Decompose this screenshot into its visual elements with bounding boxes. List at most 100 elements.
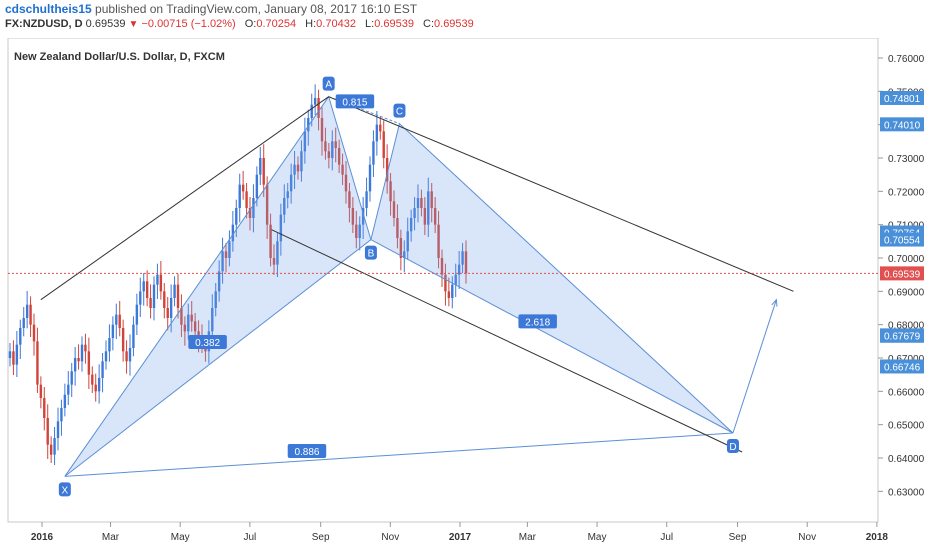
candle-body bbox=[211, 308, 214, 332]
candle-body bbox=[444, 274, 447, 292]
point-label-box[interactable] bbox=[393, 103, 406, 118]
candle-body bbox=[163, 291, 166, 308]
candle-body bbox=[142, 281, 145, 292]
point-label-box[interactable] bbox=[58, 482, 71, 497]
low-value: 0.69539 bbox=[374, 18, 414, 30]
x-tick-label: Nov bbox=[798, 532, 816, 543]
x-tick-label: 2017 bbox=[449, 532, 472, 543]
open-label: O: bbox=[244, 18, 257, 30]
plot-frame bbox=[7, 37, 879, 523]
candle-body bbox=[265, 184, 269, 225]
ratio-label-box[interactable] bbox=[188, 335, 227, 349]
candle-body bbox=[84, 344, 87, 352]
y-tick-label: 0.68000 bbox=[888, 321, 925, 332]
candle-body bbox=[60, 408, 63, 422]
point-label-box[interactable] bbox=[364, 245, 377, 260]
close-value: 0.69539 bbox=[434, 18, 474, 30]
candle-body bbox=[73, 358, 77, 372]
candle-body bbox=[22, 318, 25, 328]
x-tick-label: Jul bbox=[660, 532, 673, 543]
candle-body bbox=[341, 164, 344, 175]
candle-body bbox=[152, 284, 156, 308]
candle-body bbox=[80, 344, 84, 362]
y-tick-label: 0.72000 bbox=[888, 187, 925, 198]
candle-body bbox=[331, 141, 334, 158]
price-tag-label: 0.69539 bbox=[884, 269, 921, 280]
candle-body bbox=[145, 281, 149, 298]
x-tick-label: Nov bbox=[381, 532, 399, 543]
price-change: −0.00715 (−1.02%) bbox=[141, 18, 236, 30]
candle-body bbox=[413, 208, 416, 218]
candle-body bbox=[344, 174, 348, 192]
author-name[interactable]: cdschultheis15 bbox=[5, 2, 92, 16]
candle-body bbox=[63, 394, 67, 408]
xab-triangle[interactable] bbox=[64, 95, 372, 477]
candle-body bbox=[396, 218, 399, 238]
trend-line[interactable] bbox=[40, 96, 329, 301]
projection-arrow[interactable] bbox=[732, 299, 777, 434]
candle-body bbox=[269, 224, 272, 258]
candle-body bbox=[259, 158, 262, 175]
candle-body bbox=[156, 274, 159, 285]
candle-body bbox=[180, 308, 183, 325]
ratio-label: 0.382 bbox=[195, 338, 220, 349]
ratio-label-box[interactable] bbox=[287, 444, 327, 458]
candle-body bbox=[166, 308, 169, 318]
open-value: 0.70254 bbox=[256, 18, 297, 30]
candle-body bbox=[77, 358, 80, 362]
chart-title: New Zealand Dollar/U.S. Dollar, D, FXCM bbox=[14, 51, 225, 63]
point-label: D bbox=[729, 442, 736, 453]
bcd-triangle[interactable] bbox=[370, 122, 734, 434]
y-tick-label: 0.66000 bbox=[888, 387, 925, 398]
candle-body bbox=[355, 224, 358, 238]
low-label: L: bbox=[365, 18, 375, 30]
symbol-label: FX:NZDUSD, D bbox=[5, 18, 83, 30]
candle-body bbox=[375, 124, 379, 142]
candle-body bbox=[231, 224, 235, 242]
x-tick-label: Sep bbox=[729, 532, 747, 543]
candle-body bbox=[255, 174, 259, 198]
candle-body bbox=[372, 141, 375, 165]
candle-body bbox=[320, 118, 324, 142]
price-tag-label: 0.74010 bbox=[884, 120, 921, 131]
close-label: C: bbox=[423, 18, 435, 30]
candle-body bbox=[43, 398, 46, 418]
price-tag bbox=[880, 266, 924, 281]
candle-body bbox=[97, 378, 101, 392]
candle-body bbox=[128, 348, 132, 362]
ratio-label-box[interactable] bbox=[518, 314, 557, 329]
candle-body bbox=[248, 208, 252, 218]
x-tick-label: May bbox=[171, 532, 190, 543]
publish-text: published on TradingView.com, January 08… bbox=[95, 2, 418, 16]
candle-body bbox=[303, 131, 307, 152]
candle-body bbox=[272, 258, 276, 265]
candle-body bbox=[296, 164, 300, 172]
point-label-box[interactable] bbox=[322, 76, 335, 91]
trend-line[interactable] bbox=[271, 229, 743, 453]
candle-body bbox=[104, 351, 108, 362]
candle-body bbox=[91, 374, 94, 385]
candle-body bbox=[403, 251, 406, 258]
candle-body bbox=[327, 151, 331, 158]
candle-body bbox=[283, 198, 286, 215]
candle-body bbox=[420, 198, 423, 208]
price-tag-label: 0.66746 bbox=[884, 362, 921, 373]
candle-body bbox=[385, 158, 389, 182]
x-tick-label: Sep bbox=[312, 532, 330, 543]
candle-body bbox=[307, 118, 310, 132]
ratio-label: 0.815 bbox=[342, 97, 367, 108]
candle-body bbox=[70, 371, 73, 385]
ratio-label-box[interactable] bbox=[335, 94, 375, 109]
candle-body bbox=[8, 351, 12, 358]
price-tag bbox=[880, 359, 924, 374]
trend-line[interactable] bbox=[328, 96, 794, 292]
y-tick-label: 0.65000 bbox=[888, 421, 925, 432]
candle-body bbox=[228, 241, 231, 258]
candle-body bbox=[382, 131, 385, 158]
y-tick-label: 0.69000 bbox=[888, 287, 925, 298]
high-value: 0.70432 bbox=[316, 18, 356, 30]
chart-area[interactable]: New Zealand Dollar/U.S. Dollar, D, FXCM … bbox=[0, 37, 932, 550]
candle-body bbox=[193, 321, 197, 332]
point-label-box[interactable] bbox=[726, 439, 739, 453]
price-chart[interactable]: New Zealand Dollar/U.S. Dollar, D, FXCM … bbox=[0, 37, 932, 550]
